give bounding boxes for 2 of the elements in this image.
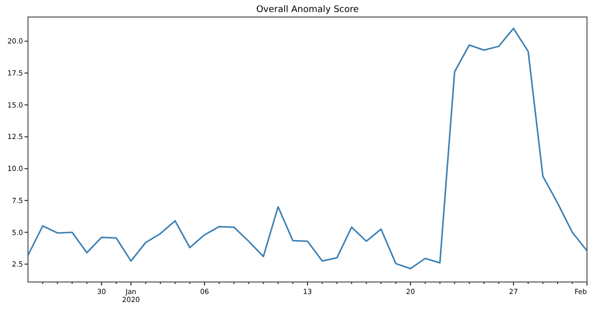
chart-title: Overall Anomaly Score [256,5,360,15]
line-series [28,28,587,270]
